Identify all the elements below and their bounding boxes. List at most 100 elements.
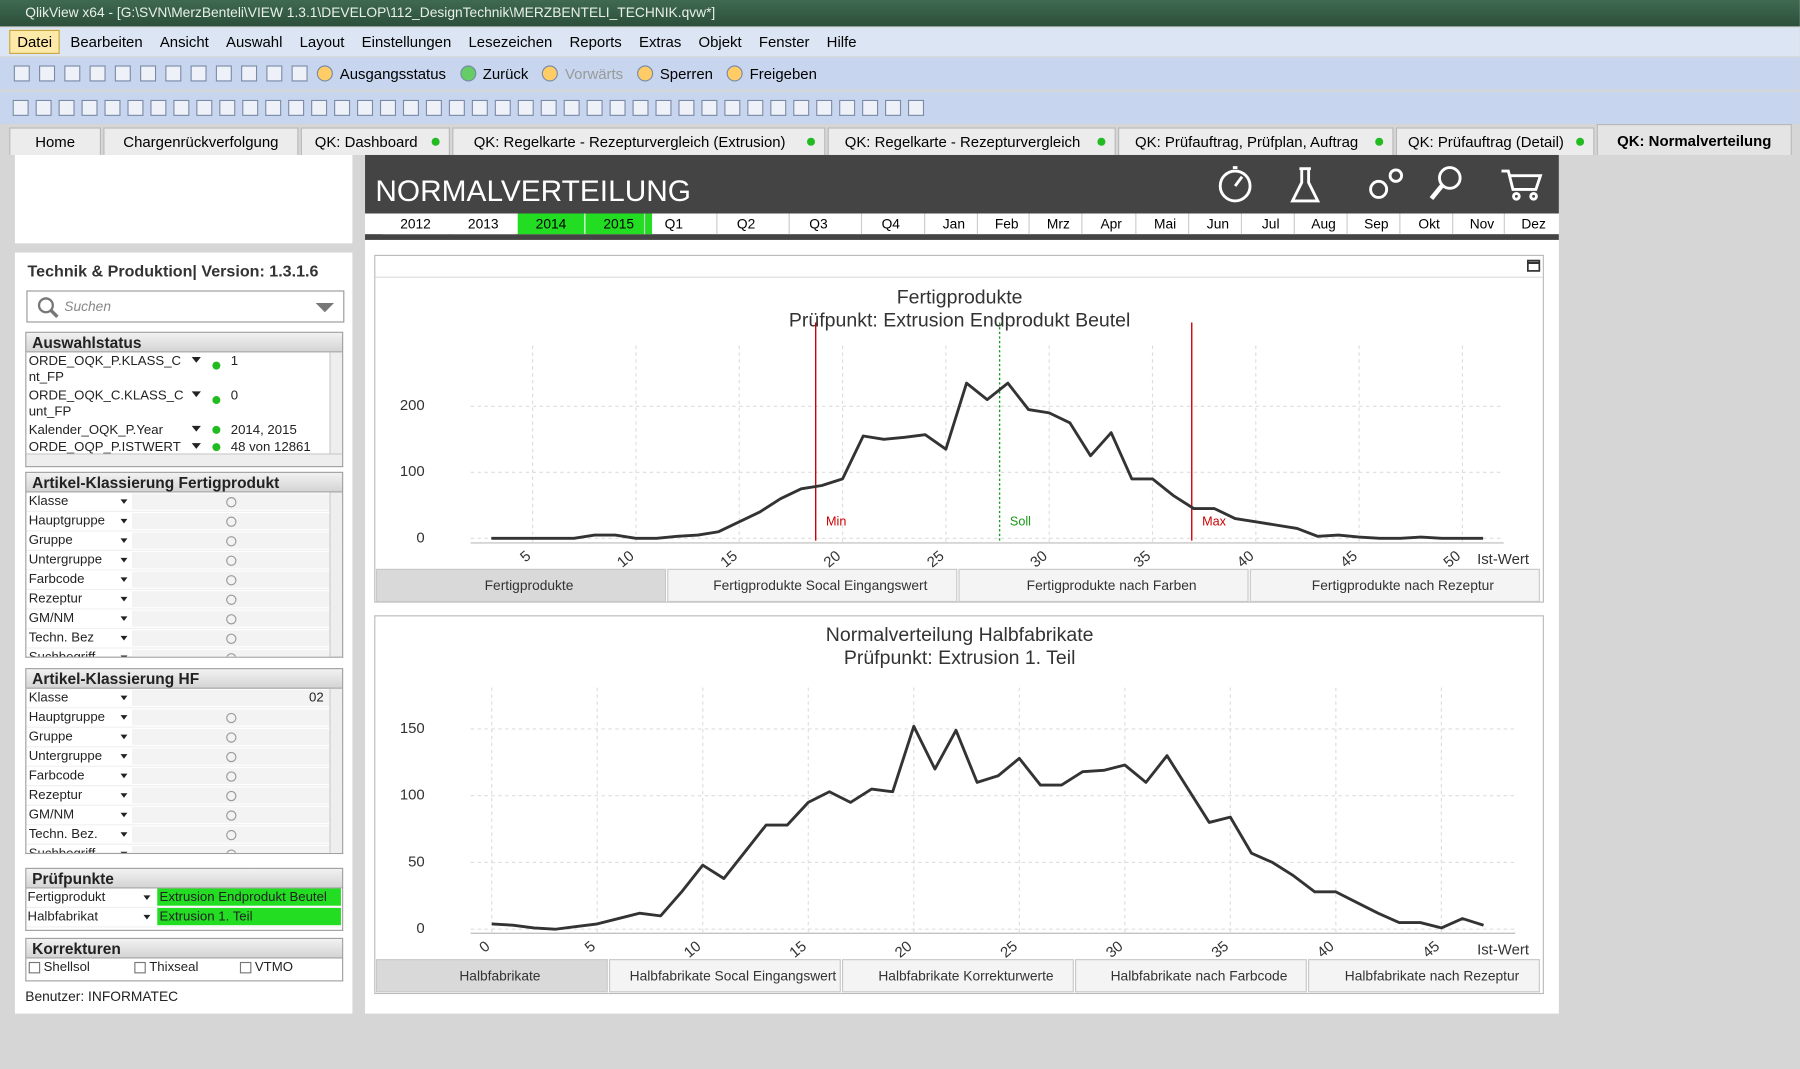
toolbar-icon[interactable] — [425, 99, 442, 116]
toolbar-icon[interactable] — [494, 99, 511, 116]
sheet-tab[interactable]: QK: Regelkarte - Rezepturvergleich (Extr… — [452, 127, 826, 155]
checkbox-box[interactable] — [239, 961, 252, 974]
dropdown-arrow[interactable] — [191, 443, 201, 449]
toolbar-icon[interactable] — [196, 99, 213, 116]
toolbar-icon[interactable] — [114, 65, 131, 82]
dropdown-arrow[interactable] — [143, 914, 151, 920]
toolbar-icon[interactable] — [242, 99, 259, 116]
toolbar-button[interactable]: Ausgangsstatus — [339, 64, 446, 83]
menu-item[interactable]: Einstellungen — [361, 33, 452, 51]
dropdown-arrow[interactable] — [120, 499, 128, 504]
chart-tab[interactable] — [375, 959, 608, 993]
period-button[interactable]: Nov — [1452, 213, 1511, 235]
toolbar-button[interactable]: Sperren — [659, 64, 713, 83]
dropdown-arrow[interactable] — [191, 391, 201, 398]
period-button[interactable]: Dez — [1503, 213, 1563, 235]
menu-item[interactable]: Ansicht — [159, 33, 209, 51]
dropdown-arrow[interactable] — [120, 812, 128, 818]
dropdown-arrow[interactable] — [120, 793, 128, 798]
period-button[interactable]: Jun — [1188, 213, 1247, 235]
toolbar-icon[interactable] — [636, 65, 653, 82]
period-button[interactable]: Mrz — [1028, 213, 1088, 235]
dropdown-arrow[interactable] — [191, 356, 201, 363]
toolbar-button[interactable]: Freigeben — [749, 64, 817, 83]
toolbar-icon[interactable] — [140, 65, 157, 82]
toolbar-icon[interactable] — [770, 99, 787, 116]
dropdown-arrow[interactable] — [120, 773, 128, 779]
toolbar-icon[interactable] — [288, 99, 305, 116]
toolbar-icon[interactable] — [266, 65, 283, 82]
menu-item[interactable]: Hilfe — [826, 33, 857, 51]
period-button[interactable]: Okt — [1399, 213, 1458, 235]
menu-item[interactable]: Layout — [299, 33, 345, 51]
dropdown-arrow[interactable] — [120, 616, 128, 622]
dropdown-arrow[interactable] — [120, 538, 128, 543]
menu-item[interactable]: Objekt — [698, 33, 742, 51]
toolbar-icon[interactable] — [311, 99, 328, 116]
sheet-tab[interactable]: QK: Prüfauftrag (Detail) — [1395, 127, 1595, 155]
toolbar-icon[interactable] — [173, 99, 190, 116]
year-button[interactable]: 2014 — [517, 213, 585, 235]
year-button[interactable]: 2015 — [585, 213, 653, 235]
toolbar-icon[interactable] — [655, 99, 672, 116]
sheet-tab[interactable]: QK: Prüfauftrag, Prüfplan, Auftrag — [1118, 127, 1394, 155]
toolbar-button[interactable]: Vorwärts — [565, 64, 624, 83]
checkbox-box[interactable] — [134, 961, 146, 974]
toolbar-icon[interactable] — [609, 99, 626, 116]
chart-tab[interactable] — [1308, 959, 1540, 993]
sheet-tab[interactable]: Home — [9, 127, 102, 155]
search-box[interactable]: Suchen — [26, 290, 345, 323]
toolbar-icon[interactable] — [104, 99, 121, 116]
toolbar-icon[interactable] — [12, 99, 29, 116]
toolbar-icon[interactable] — [701, 99, 718, 116]
dropdown-arrow[interactable] — [120, 655, 128, 657]
menu-item[interactable]: Extras — [639, 33, 682, 51]
checkbox[interactable]: Thixseal — [134, 961, 198, 975]
toolbar-icon[interactable] — [816, 99, 833, 116]
toolbar-icon[interactable] — [632, 99, 649, 116]
toolbar-icon[interactable] — [793, 99, 810, 116]
menu-item[interactable]: Datei — [9, 29, 61, 54]
toolbar-icon[interactable] — [678, 99, 695, 116]
chart-tab[interactable] — [608, 959, 841, 993]
toolbar-icon[interactable] — [291, 65, 308, 82]
dropdown-arrow[interactable] — [120, 557, 128, 563]
toolbar-icon[interactable] — [13, 65, 30, 82]
dropdown-arrow[interactable] — [120, 577, 128, 582]
menu-item[interactable]: Auswahl — [226, 33, 283, 51]
toolbar-icon[interactable] — [586, 99, 603, 116]
sheet-tab[interactable]: QK: Dashboard — [300, 127, 450, 155]
toolbar-icon[interactable] — [35, 99, 52, 116]
maximize-icon[interactable] — [1526, 259, 1541, 273]
toolbar-icon[interactable] — [448, 99, 465, 116]
toolbar-icon[interactable] — [471, 99, 488, 116]
chart-tab[interactable] — [375, 568, 667, 603]
year-button[interactable]: 2013 — [449, 213, 517, 235]
toolbar-icon[interactable] — [724, 99, 741, 116]
period-button[interactable]: Jan — [924, 213, 983, 235]
toolbar-icon[interactable] — [747, 99, 764, 116]
checkbox[interactable]: VTMO — [239, 961, 293, 975]
dropdown-arrow[interactable] — [120, 734, 128, 740]
toolbar-icon[interactable] — [356, 99, 374, 116]
dropdown-arrow[interactable] — [120, 851, 128, 853]
menu-item[interactable]: Fenster — [758, 33, 810, 51]
toolbar-icon[interactable] — [316, 65, 333, 82]
toolbar-icon[interactable] — [64, 65, 81, 82]
toolbar-icon[interactable] — [563, 99, 580, 116]
dropdown-arrow[interactable] — [143, 895, 151, 900]
checkbox[interactable]: Shellsol — [28, 961, 90, 975]
toolbar-icon[interactable] — [215, 65, 232, 82]
chart-tab[interactable] — [958, 568, 1249, 603]
period-button[interactable]: Q4 — [860, 213, 920, 235]
year-button[interactable]: 2012 — [382, 213, 449, 235]
toolbar-icon[interactable] — [241, 65, 258, 82]
toolbar-icon[interactable] — [839, 99, 856, 116]
chart-tab[interactable] — [1249, 568, 1540, 603]
period-button[interactable]: Sep — [1346, 213, 1405, 235]
period-button[interactable]: Feb — [976, 213, 1036, 235]
toolbar-icon[interactable] — [165, 65, 182, 82]
toolbar-icon[interactable] — [39, 65, 56, 82]
chart-tab[interactable] — [841, 959, 1074, 993]
menu-item[interactable]: Reports — [569, 33, 622, 51]
